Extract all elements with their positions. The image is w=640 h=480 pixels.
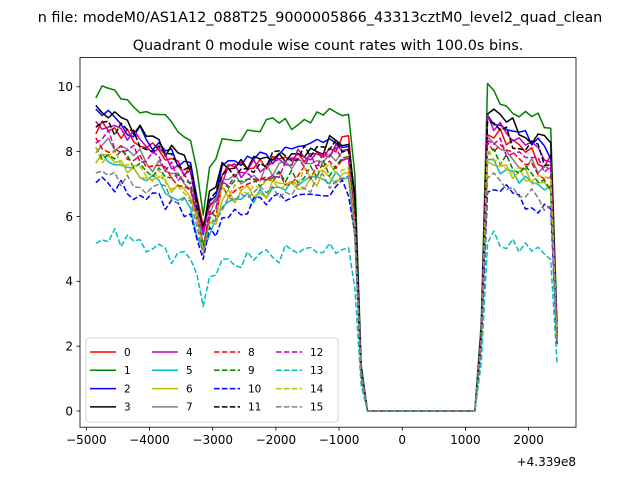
figure-suptitle: n file: modeM0/AS1A12_088T25_9000005866_… xyxy=(38,10,603,26)
y-axis: 0 2 4 6 8 10 xyxy=(58,80,80,418)
series-line-8 xyxy=(95,137,558,412)
legend-label: 5 xyxy=(186,365,193,377)
legend-label: 9 xyxy=(248,365,255,377)
legend-label: 11 xyxy=(248,402,261,414)
legend-label: 0 xyxy=(124,347,131,359)
legend-label: 10 xyxy=(248,383,261,395)
legend-label: 8 xyxy=(248,347,255,359)
legend-label: 3 xyxy=(124,402,131,414)
axes-frame xyxy=(79,57,577,428)
legend-label: 15 xyxy=(310,402,323,414)
legend-label: 7 xyxy=(186,402,193,414)
series-line-15 xyxy=(95,170,558,412)
legend-label: 4 xyxy=(186,347,193,359)
y-tick-label: 4 xyxy=(65,275,73,289)
chart-title: Quadrant 0 module wise count rates with … xyxy=(133,38,524,54)
series-line-11 xyxy=(95,120,558,412)
x-offset-text: +4.339e8 xyxy=(517,455,576,469)
x-tick-label: −3000 xyxy=(192,433,233,447)
x-tick-label: −2000 xyxy=(256,433,297,447)
legend-label: 13 xyxy=(310,365,323,377)
series-line-13 xyxy=(95,228,558,412)
legend-label: 2 xyxy=(124,383,131,395)
y-tick-label: 0 xyxy=(65,404,73,418)
legend-label: 1 xyxy=(124,365,131,377)
x-tick-label: −4000 xyxy=(129,433,170,447)
y-tick-label: 6 xyxy=(65,210,73,224)
x-tick-label: 2000 xyxy=(513,433,544,447)
y-tick-label: 10 xyxy=(58,80,73,94)
series-layer xyxy=(95,82,558,412)
x-axis: −5000 −4000 −3000 −2000 −1000 0 1000 2000 xyxy=(66,427,544,447)
x-tick-label: 0 xyxy=(398,433,406,447)
y-tick-label: 2 xyxy=(65,339,73,353)
x-tick-label: −5000 xyxy=(66,433,107,447)
legend-frame xyxy=(85,337,339,423)
legend-label: 12 xyxy=(310,347,323,359)
y-tick-label: 8 xyxy=(65,145,73,159)
x-tick-label: 1000 xyxy=(450,433,481,447)
x-tick-label: −1000 xyxy=(319,433,360,447)
legend-label: 14 xyxy=(310,383,324,395)
legend-label: 6 xyxy=(186,383,193,395)
